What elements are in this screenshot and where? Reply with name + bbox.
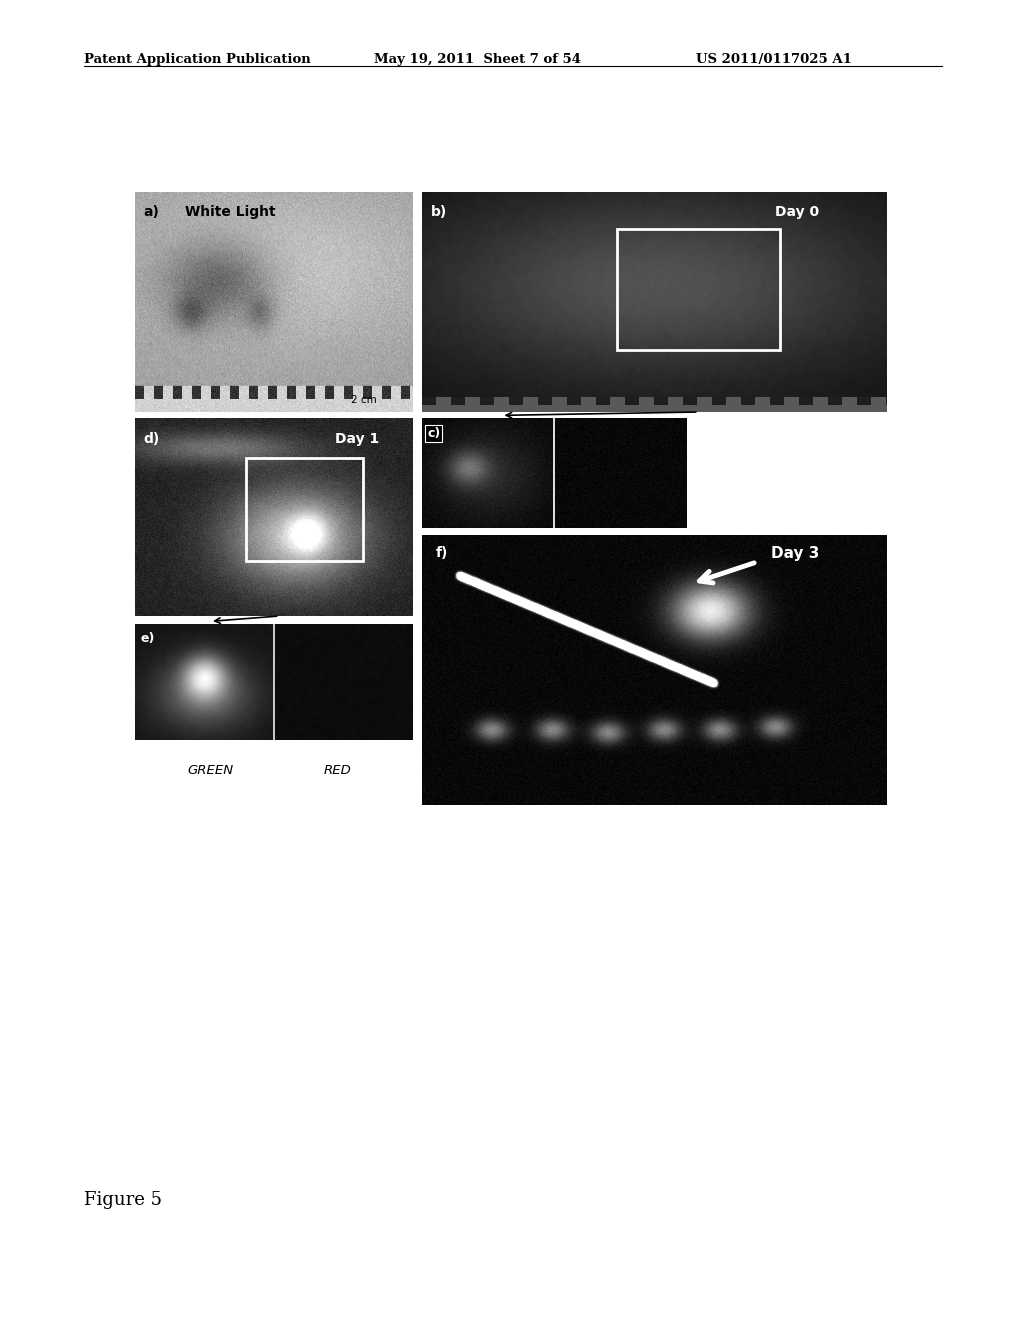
Text: May 19, 2011  Sheet 7 of 54: May 19, 2011 Sheet 7 of 54 (374, 53, 581, 66)
Text: 2 cm: 2 cm (351, 395, 377, 405)
Text: b): b) (431, 205, 447, 219)
Text: e): e) (140, 632, 155, 645)
Text: White Light: White Light (185, 205, 275, 219)
Bar (617, 230, 780, 350)
Bar (246, 458, 362, 561)
Text: a): a) (143, 205, 159, 219)
Text: GREEN: GREEN (187, 764, 233, 776)
Text: Day 3: Day 3 (771, 545, 819, 561)
Text: Figure 5: Figure 5 (84, 1191, 162, 1209)
Text: US 2011/0117025 A1: US 2011/0117025 A1 (696, 53, 852, 66)
Text: Patent Application Publication: Patent Application Publication (84, 53, 310, 66)
Text: Day 0: Day 0 (775, 205, 819, 219)
Text: Day 1: Day 1 (335, 432, 380, 446)
Text: RED: RED (324, 764, 352, 776)
Text: d): d) (143, 432, 160, 446)
Text: f): f) (436, 545, 449, 560)
Text: c): c) (427, 426, 440, 440)
